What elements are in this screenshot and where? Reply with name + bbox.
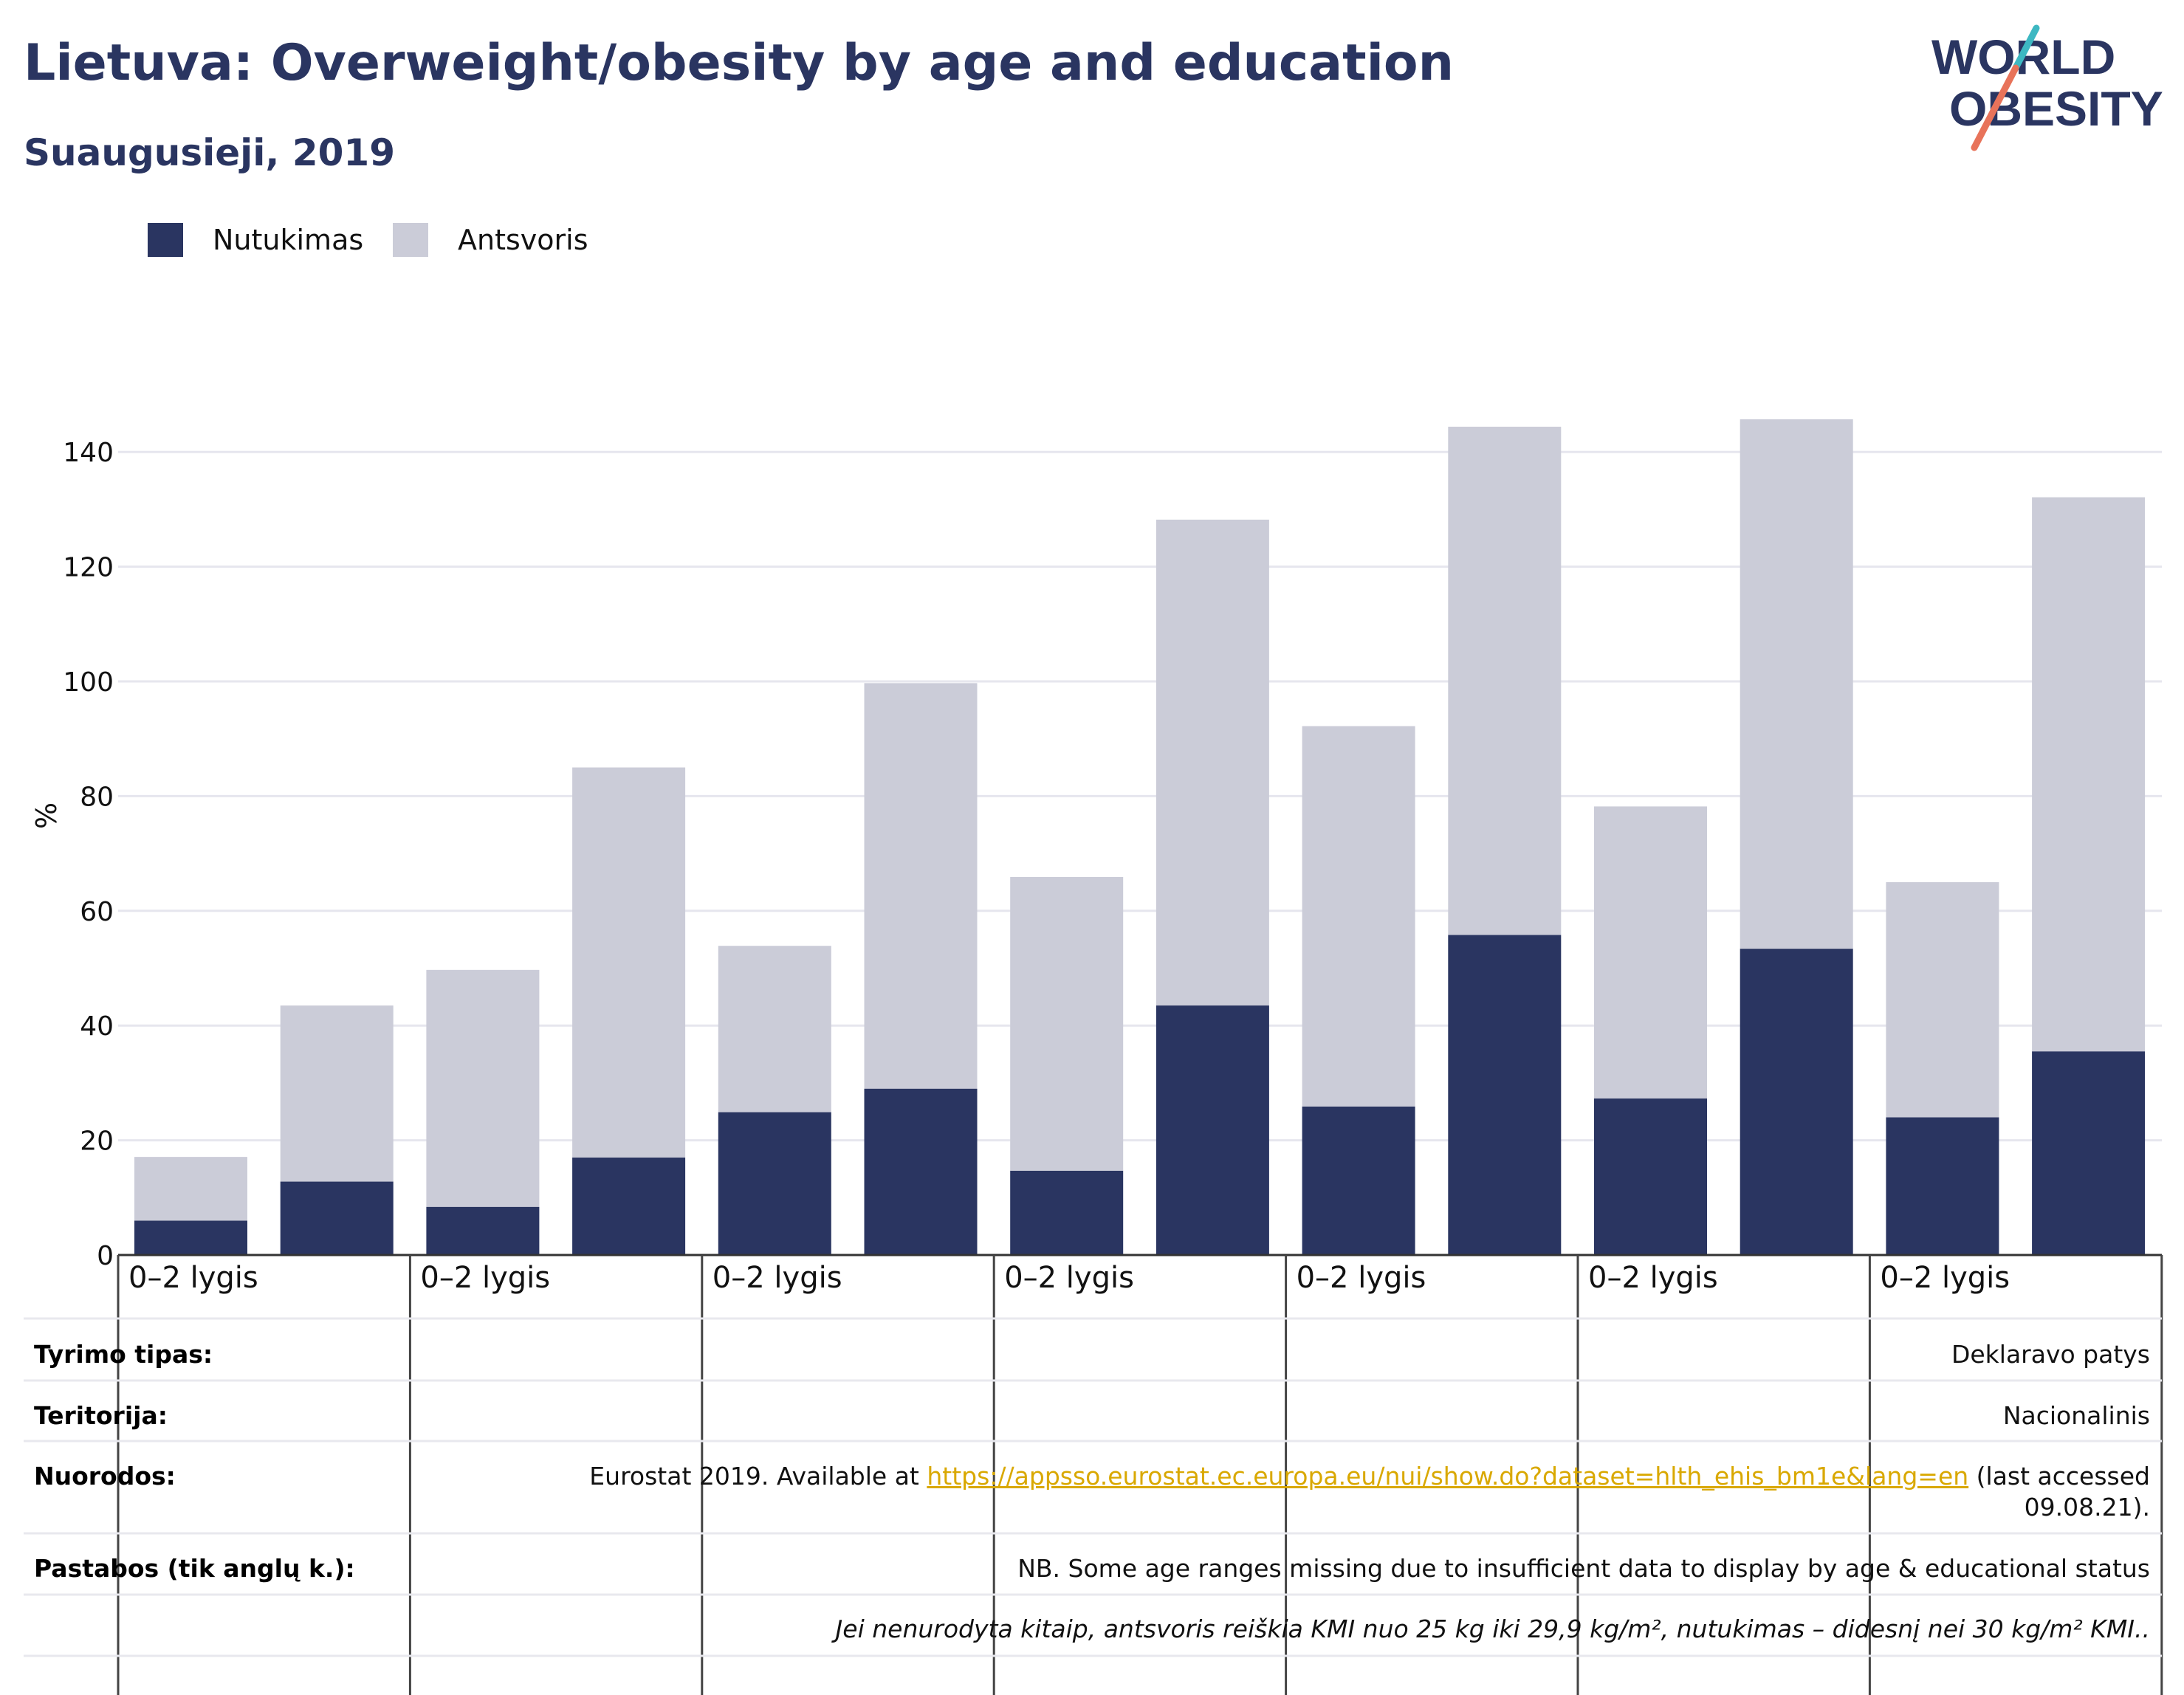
logo-slash-teal xyxy=(2012,24,2040,72)
reference-prefix: Eurostat 2019. Available at xyxy=(589,1462,927,1491)
y-tick-label: 60 xyxy=(80,897,114,927)
legend-label-obesity: Nutukimas xyxy=(213,224,364,256)
info-value-notes: NB. Some age ranges missing due to insuf… xyxy=(1017,1554,2150,1583)
bar-obesity xyxy=(2032,1051,2146,1255)
legend-swatch-overweight xyxy=(393,223,428,257)
bar-obesity xyxy=(1010,1170,1124,1255)
legend-item-overweight: Antsvoris xyxy=(393,221,588,258)
bar-overweight xyxy=(718,946,831,1113)
bar-overweight xyxy=(1448,427,1562,935)
bar-overweight xyxy=(1155,519,1269,1006)
y-tick-label: 0 xyxy=(97,1241,114,1271)
bar-overweight xyxy=(1594,806,1707,1099)
bar-overweight xyxy=(864,683,978,1089)
y-tick-label: 140 xyxy=(63,438,114,468)
bar-overweight xyxy=(1886,881,1999,1118)
bar-overweight xyxy=(280,1005,394,1182)
bar-overweight xyxy=(1302,726,1415,1107)
y-tick-label: 120 xyxy=(63,553,114,583)
bar-obesity xyxy=(718,1112,831,1255)
bar-obesity xyxy=(1886,1117,1999,1255)
legend-label-overweight: Antsvoris xyxy=(458,224,588,256)
x-group-label: 0–2 lygis xyxy=(712,1261,842,1295)
bar-obesity xyxy=(1740,949,1853,1255)
y-tick-label: 100 xyxy=(63,667,114,698)
info-value-references-line2: 09.08.21). xyxy=(2024,1493,2150,1522)
bar-obesity xyxy=(1448,935,1562,1255)
bar-overweight xyxy=(134,1157,247,1221)
y-tick-label: 20 xyxy=(80,1127,114,1157)
x-group-label: 0–2 lygis xyxy=(1588,1261,1718,1295)
x-group-label: 0–2 lygis xyxy=(1880,1261,2010,1295)
bar-obesity xyxy=(426,1206,540,1255)
info-label-references: Nuorodos: xyxy=(34,1462,176,1491)
info-value-survey-type: Deklaravo patys xyxy=(1951,1340,2150,1369)
bar-overweight xyxy=(426,969,540,1207)
chart-subtitle: Suaugusieji, 2019 xyxy=(24,131,395,174)
reference-link[interactable]: https://appsso.eurostat.ec.europa.eu/nui… xyxy=(927,1462,1969,1491)
chart-title: Lietuva: Overweight/obesity by age and e… xyxy=(24,34,1455,92)
y-tick-label: 40 xyxy=(80,1011,114,1042)
bar-obesity xyxy=(1155,1005,1269,1255)
world-obesity-logo: WORLD OBESITY xyxy=(1931,24,2163,151)
logo-slash-coral xyxy=(1971,64,2019,151)
info-value-references: Eurostat 2019. Available at https://apps… xyxy=(589,1462,2150,1491)
y-axis-label: % xyxy=(30,802,63,829)
bar-obesity xyxy=(1594,1098,1707,1255)
info-label-territory: Teritorija: xyxy=(34,1401,168,1430)
y-tick-label: 80 xyxy=(80,782,114,812)
legend-swatch-obesity xyxy=(148,223,183,257)
bar-obesity xyxy=(572,1157,686,1255)
bar-obesity xyxy=(1302,1106,1415,1255)
info-label-notes: Pastabos (tik anglų k.): xyxy=(34,1554,355,1583)
bar-obesity xyxy=(864,1088,978,1255)
x-group-label: 0–2 lygis xyxy=(128,1261,258,1295)
x-group-label: 0–2 lygis xyxy=(1297,1261,1426,1295)
info-label-survey-type: Tyrimo tipas: xyxy=(34,1340,213,1369)
reference-suffix: (last accessed xyxy=(1968,1462,2150,1491)
info-value-territory: Nacionalinis xyxy=(2002,1401,2150,1430)
info-value-definition: Jei nenurodyta kitaip, antsvoris reiškia… xyxy=(835,1615,2150,1643)
bar-overweight xyxy=(2032,497,2146,1052)
bar-overweight xyxy=(572,767,686,1158)
x-group-label: 0–2 lygis xyxy=(420,1261,550,1295)
bar-overweight xyxy=(1010,876,1124,1171)
x-group-label: 0–2 lygis xyxy=(1004,1261,1134,1295)
legend-item-obesity: Nutukimas xyxy=(148,221,363,258)
bar-overweight xyxy=(1740,419,1853,949)
bar-obesity xyxy=(134,1220,247,1255)
bar-obesity xyxy=(280,1181,394,1255)
